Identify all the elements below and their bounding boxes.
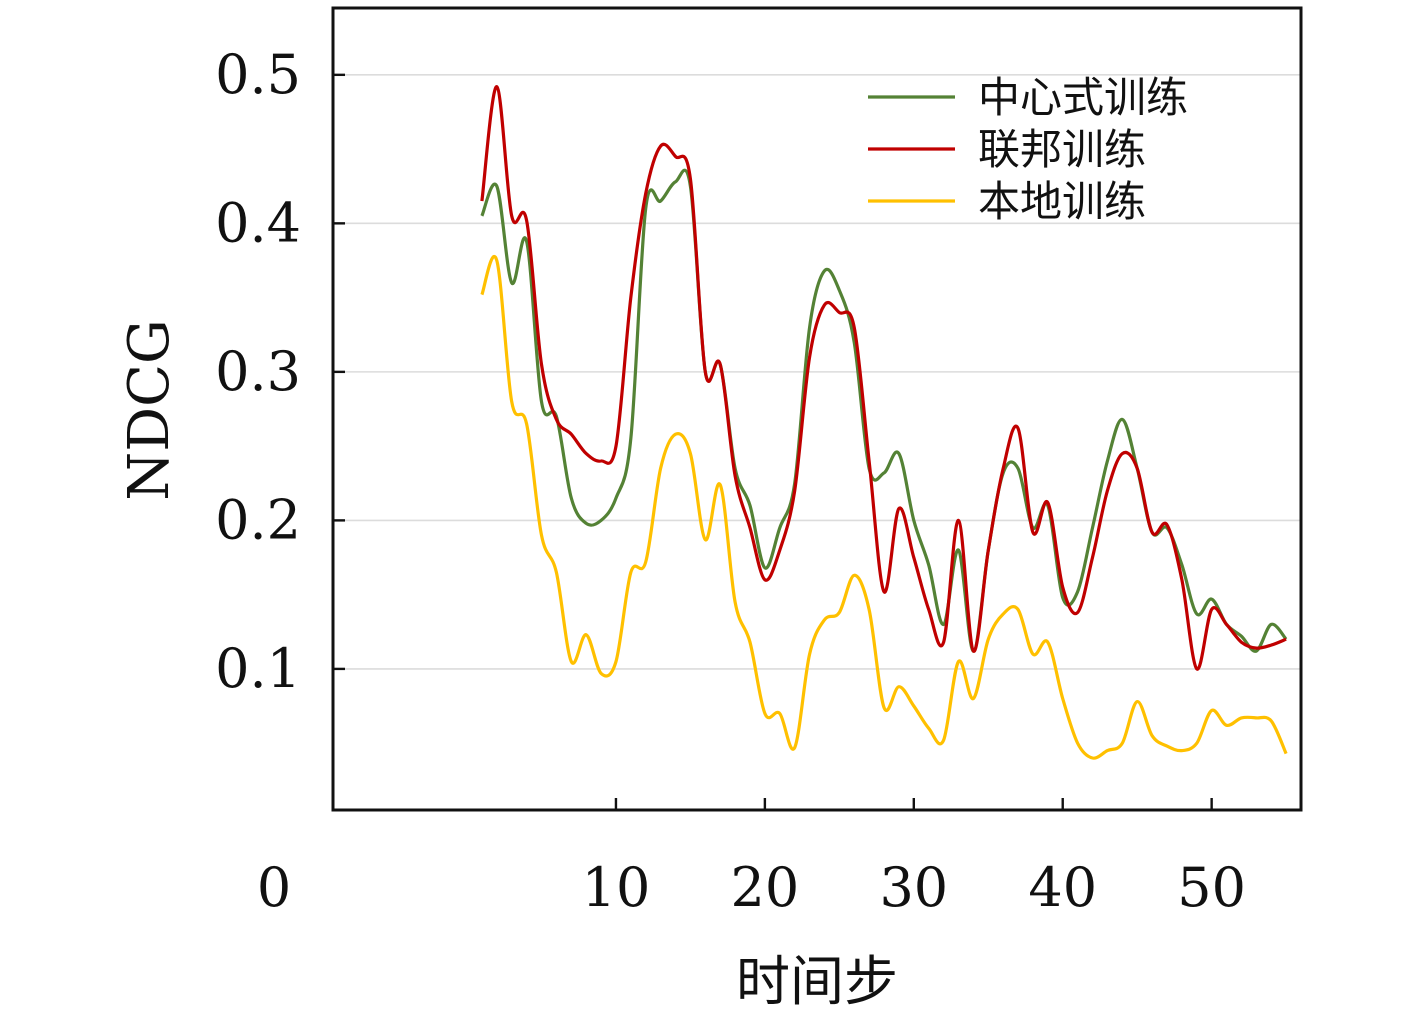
x-tick-label: 50 <box>1177 856 1246 919</box>
horizontal-gridlines <box>333 74 1301 670</box>
legend-label: 联邦训练 <box>978 125 1146 174</box>
series-lines <box>480 85 1288 760</box>
y-tick-label: 0.3 <box>215 340 301 403</box>
y-axis-title: NDCG <box>117 319 182 500</box>
y-axis-ticks: 0.1 0.2 0.3 0.4 0.5 <box>215 43 345 700</box>
x-tick-label: 0 <box>257 856 291 919</box>
x-tick-label: 30 <box>879 856 948 919</box>
axes <box>331 6 1303 812</box>
series-line-3 <box>480 255 1288 760</box>
y-tick-label: 0.1 <box>215 637 301 700</box>
x-tick-label: 40 <box>1028 856 1097 919</box>
legend-label: 本地训练 <box>978 177 1146 226</box>
x-tick-label: 10 <box>582 856 651 919</box>
y-tick-label: 0.4 <box>215 191 301 254</box>
plot-frame <box>331 6 1303 812</box>
x-axis-ticks: 0 10 20 30 40 50 <box>257 798 1246 919</box>
legend-label: 中心式训练 <box>978 73 1188 122</box>
y-tick-label: 0.2 <box>215 488 301 551</box>
series-line-2 <box>480 85 1287 671</box>
x-axis-title: 时间步 <box>736 950 898 1013</box>
y-tick-label: 0.5 <box>215 43 301 106</box>
series-line-1 <box>480 168 1288 653</box>
x-tick-label: 20 <box>731 856 800 919</box>
